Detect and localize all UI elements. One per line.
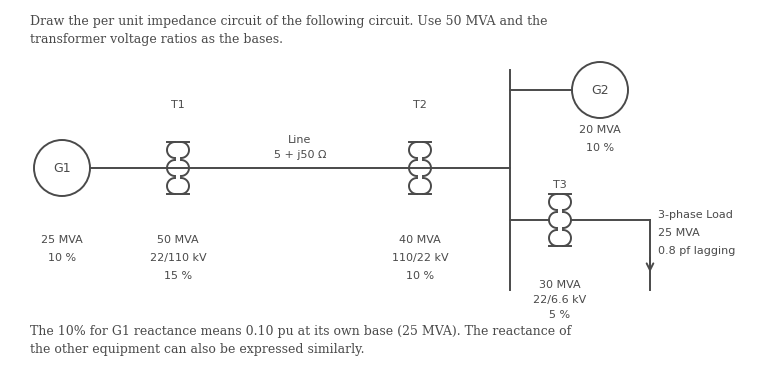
Text: the other equipment can also be expressed similarly.: the other equipment can also be expresse…: [30, 343, 365, 356]
Text: 10 %: 10 %: [48, 253, 76, 263]
Text: transformer voltage ratios as the bases.: transformer voltage ratios as the bases.: [30, 33, 283, 46]
Text: 10 %: 10 %: [406, 271, 434, 281]
Text: 20 MVA: 20 MVA: [579, 125, 621, 135]
Text: Line: Line: [288, 135, 312, 145]
Text: Draw the per unit impedance circuit of the following circuit. Use 50 MVA and the: Draw the per unit impedance circuit of t…: [30, 15, 548, 28]
Text: 22/6.6 kV: 22/6.6 kV: [533, 295, 587, 305]
Text: 50 MVA: 50 MVA: [157, 235, 199, 245]
Text: T3: T3: [553, 180, 567, 190]
Text: 25 MVA: 25 MVA: [658, 228, 700, 238]
Text: 10 %: 10 %: [586, 143, 614, 153]
Text: 30 MVA: 30 MVA: [539, 280, 581, 290]
Text: 5 %: 5 %: [549, 310, 571, 320]
Text: 110/22 kV: 110/22 kV: [392, 253, 449, 263]
Text: 5 + j50 Ω: 5 + j50 Ω: [273, 150, 326, 160]
Text: 22/110 kV: 22/110 kV: [150, 253, 207, 263]
Text: The 10% for G1 reactance means 0.10 pu at its own base (25 MVA). The reactance o: The 10% for G1 reactance means 0.10 pu a…: [30, 325, 571, 338]
Text: G2: G2: [591, 84, 609, 97]
Text: 3-phase Load: 3-phase Load: [658, 210, 733, 220]
Text: 25 MVA: 25 MVA: [41, 235, 83, 245]
Text: G1: G1: [53, 161, 71, 175]
Text: 0.8 pf lagging: 0.8 pf lagging: [658, 246, 736, 256]
Text: T2: T2: [413, 100, 427, 110]
Text: T1: T1: [171, 100, 185, 110]
Text: 40 MVA: 40 MVA: [399, 235, 441, 245]
Text: 15 %: 15 %: [164, 271, 192, 281]
